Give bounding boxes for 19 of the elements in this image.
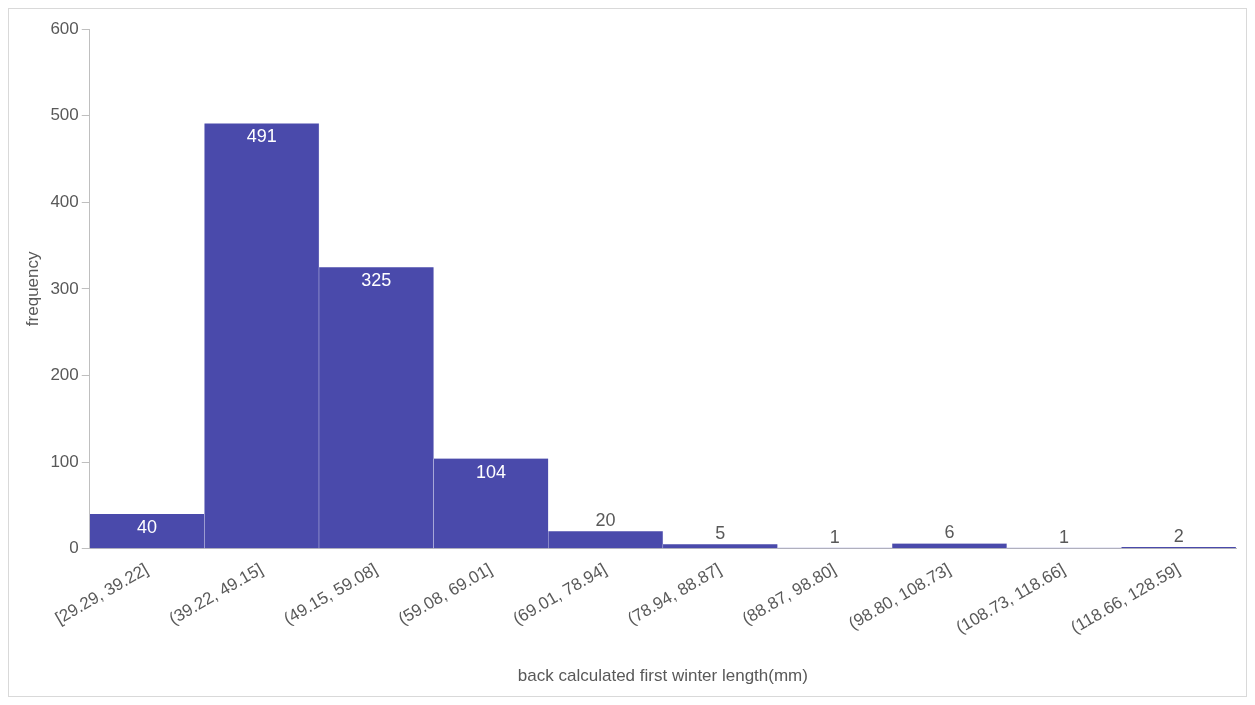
data-label: 20 <box>595 510 616 531</box>
y-tick-label: 600 <box>50 18 79 38</box>
y-tick-label: 400 <box>50 191 79 211</box>
data-label: 5 <box>715 523 726 544</box>
data-label: 40 <box>137 516 158 537</box>
data-label: 491 <box>246 126 277 147</box>
data-label: 2 <box>1173 525 1184 546</box>
data-label: 1 <box>1059 526 1070 547</box>
x-axis-title: back calculated first winter length(mm) <box>517 666 808 686</box>
data-label: 1 <box>829 526 840 547</box>
data-label: 104 <box>475 461 506 482</box>
y-tick-label: 100 <box>50 451 79 471</box>
y-tick-label: 500 <box>50 105 79 125</box>
y-tick-label: 200 <box>50 365 79 385</box>
data-label: 325 <box>361 270 392 291</box>
data-label: 6 <box>944 522 955 543</box>
y-axis-title: frequency <box>22 251 42 327</box>
y-tick-label: 0 <box>69 538 79 558</box>
y-tick-label: 300 <box>50 278 79 298</box>
